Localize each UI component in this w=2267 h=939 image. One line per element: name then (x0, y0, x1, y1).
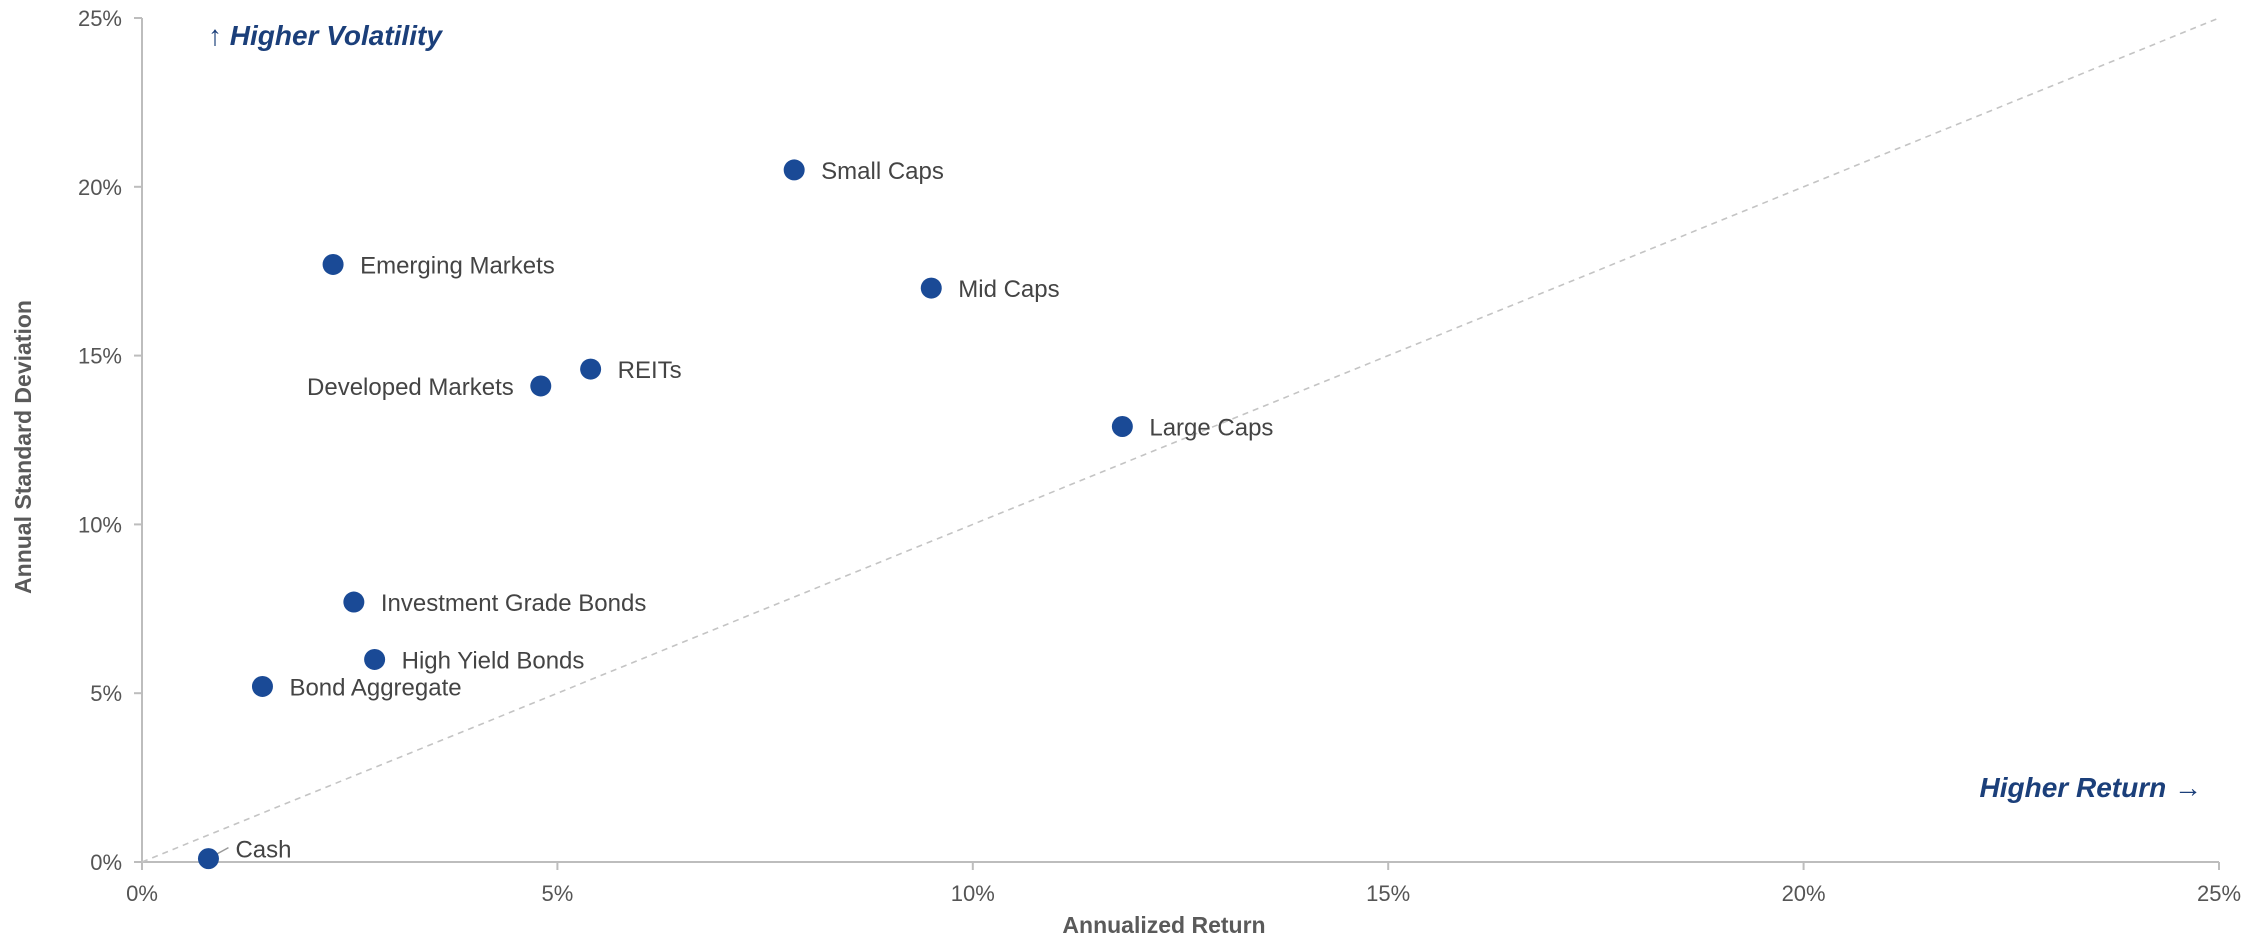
x-tick-label: 5% (542, 881, 574, 906)
axes: 0% 5% 10% 15% 20% 25% 0% 5% 10% 15% 20% 25% (78, 6, 2241, 906)
x-axis-title: Annualized Return (1062, 912, 1265, 938)
point-large-caps (1111, 415, 1133, 437)
label-emerging-markets: Emerging Markets (360, 252, 555, 279)
y-tick-label: 15% (78, 344, 122, 369)
point-small-caps (783, 159, 805, 181)
label-high-yield-bonds: High Yield Bonds (402, 647, 585, 674)
label-mid-caps: Mid Caps (958, 276, 1059, 303)
point-emerging-markets (322, 253, 344, 275)
y-tick-label: 5% (90, 681, 122, 706)
label-cash: Cash (235, 837, 291, 864)
x-tick-label: 15% (1366, 881, 1410, 906)
point-mid-caps (920, 277, 942, 299)
label-developed-markets: Developed Markets (307, 374, 514, 401)
higher-return-annotation: Higher Return → (1980, 772, 2202, 803)
x-tick-label: 25% (2197, 881, 2241, 906)
label-bond-aggregate: Bond Aggregate (289, 674, 461, 701)
y-tick-label: 10% (78, 512, 122, 537)
x-tick-label: 20% (1782, 881, 1826, 906)
point-cash (197, 848, 219, 870)
point-investment-grade-bonds (343, 591, 365, 613)
point-reits (580, 358, 602, 380)
y-tick-label: 0% (90, 850, 122, 875)
point-bond-aggregate (251, 675, 273, 697)
point-high-yield-bonds (364, 648, 386, 670)
x-tick-label: 10% (951, 881, 995, 906)
y-tick-label: 25% (78, 6, 122, 31)
y-tick-label: 20% (78, 175, 122, 200)
point-developed-markets (530, 375, 552, 397)
label-large-caps: Large Caps (1149, 414, 1273, 441)
label-reits: REITs (618, 357, 682, 384)
y-axis-title: Annual Standard Deviation (10, 300, 36, 594)
label-small-caps: Small Caps (821, 158, 944, 185)
label-investment-grade-bonds: Investment Grade Bonds (381, 590, 646, 617)
x-tick-label: 0% (126, 881, 158, 906)
higher-volatility-annotation: ↑ Higher Volatility (208, 20, 443, 51)
